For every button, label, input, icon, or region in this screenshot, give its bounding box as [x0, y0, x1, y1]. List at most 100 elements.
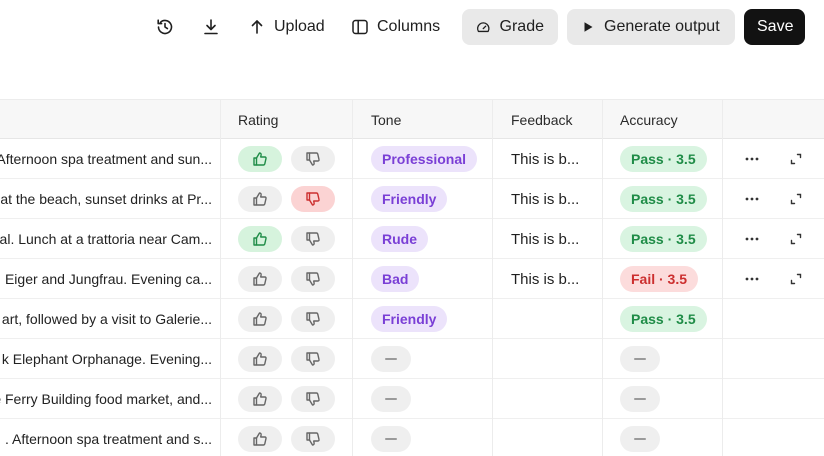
columns-label: Columns: [377, 18, 441, 35]
empty-accuracy-tag: [620, 346, 660, 372]
tone-tag: Friendly: [371, 306, 448, 332]
prompt-cell[interactable]: e Ferry Building food market, and...: [0, 379, 212, 419]
thumbs-down-button[interactable]: [291, 306, 335, 332]
accuracy-badge: Pass · 3.5: [620, 226, 707, 252]
row-more-button[interactable]: [742, 149, 762, 169]
row-more-button[interactable]: [742, 229, 762, 249]
thumbs-up-button[interactable]: [238, 426, 282, 452]
prompt-text: al. Lunch at a trattoria near Cam...: [0, 231, 212, 247]
column-header-rating[interactable]: Rating: [238, 112, 279, 128]
table-row[interactable]: e Ferry Building food market, and...: [0, 379, 824, 419]
prompt-cell[interactable]: k Elephant Orphanage. Evening...: [0, 339, 212, 379]
feedback-cell[interactable]: This is b...: [511, 150, 580, 168]
thumbs-down-button[interactable]: [291, 266, 335, 292]
thumbs-up-icon: [253, 192, 267, 206]
feedback-cell[interactable]: This is b...: [511, 230, 580, 248]
generate-output-label: Generate output: [604, 18, 720, 35]
columns-button[interactable]: Columns: [351, 9, 440, 45]
download-button[interactable]: [197, 9, 225, 45]
thumbs-down-button[interactable]: [291, 386, 335, 412]
column-divider: [352, 99, 353, 456]
thumbs-down-icon: [306, 272, 320, 286]
thumbs-down-button[interactable]: [291, 426, 335, 452]
table-row[interactable]: art, followed by a visit to Galerie... Fr…: [0, 299, 824, 339]
accuracy-badge: Pass · 3.5: [620, 306, 707, 332]
tone-tag: Friendly: [371, 186, 448, 212]
prompt-text: k Elephant Orphanage. Evening...: [1, 351, 212, 367]
thumbs-up-icon: [253, 272, 267, 286]
feedback-cell[interactable]: This is b...: [511, 190, 580, 208]
empty-tone-tag: [371, 386, 411, 412]
play-icon: [584, 22, 593, 32]
table-row[interactable]: Afternoon spa treatment and sun... Profes…: [0, 139, 824, 179]
thumbs-down-icon: [306, 192, 320, 206]
row-more-button[interactable]: [742, 189, 762, 209]
thumbs-down-icon: [306, 352, 320, 366]
prompt-text: at the beach, sunset drinks at Pr...: [0, 191, 212, 207]
row-expand-button[interactable]: [786, 269, 806, 289]
thumbs-up-icon: [253, 352, 267, 366]
empty-accuracy-tag: [620, 386, 660, 412]
table-row[interactable]: at the beach, sunset drinks at Pr... Frie…: [0, 179, 824, 219]
thumbs-down-button[interactable]: [291, 346, 335, 372]
thumbs-up-button[interactable]: [238, 386, 282, 412]
row-expand-button[interactable]: [786, 229, 806, 249]
accuracy-badge: Pass · 3.5: [620, 186, 707, 212]
row-expand-button[interactable]: [786, 149, 806, 169]
more-horizontal-icon: [745, 157, 759, 161]
feedback-cell[interactable]: This is b...: [511, 270, 580, 288]
toolbar: Upload Columns Grade Generate output Sav…: [0, 9, 824, 45]
thumbs-down-icon: [306, 432, 320, 446]
accuracy-badge: Fail · 3.5: [620, 266, 699, 292]
accuracy-badge: Pass · 3.5: [620, 146, 707, 172]
table-row[interactable]: al. Lunch at a trattoria near Cam... Rude…: [0, 219, 824, 259]
more-horizontal-icon: [745, 197, 759, 201]
prompt-cell[interactable]: . Afternoon spa treatment and s...: [0, 419, 212, 456]
columns-icon: [352, 19, 368, 35]
history-button[interactable]: [151, 9, 179, 45]
save-button[interactable]: Save: [744, 9, 805, 45]
column-header-accuracy[interactable]: Accuracy: [620, 112, 678, 128]
table-row[interactable]: Eiger and Jungfrau. Evening ca... Bad This…: [0, 259, 824, 299]
thumbs-up-button[interactable]: [238, 306, 282, 332]
tone-tag: Rude: [371, 226, 428, 252]
download-icon: [204, 19, 218, 35]
thumbs-up-icon: [253, 152, 267, 166]
thumbs-down-button[interactable]: [291, 226, 335, 252]
generate-output-button[interactable]: Generate output: [567, 9, 735, 45]
column-divider: [722, 99, 723, 456]
thumbs-up-icon: [253, 312, 267, 326]
thumbs-down-button[interactable]: [291, 146, 335, 172]
thumbs-down-icon: [306, 152, 320, 166]
table-row[interactable]: . Afternoon spa treatment and s...: [0, 419, 824, 456]
prompt-cell[interactable]: Afternoon spa treatment and sun...: [0, 139, 212, 179]
prompt-cell[interactable]: at the beach, sunset drinks at Pr...: [0, 179, 212, 219]
column-header-tone[interactable]: Tone: [371, 112, 402, 128]
grade-button[interactable]: Grade: [462, 9, 558, 45]
column-divider: [492, 99, 493, 456]
thumbs-up-button[interactable]: [238, 186, 282, 212]
more-horizontal-icon: [745, 237, 759, 241]
prompt-text: . Afternoon spa treatment and s...: [4, 431, 212, 447]
upload-label: Upload: [274, 18, 325, 35]
thumbs-up-button[interactable]: [238, 146, 282, 172]
gauge-icon: [477, 22, 490, 33]
thumbs-down-button[interactable]: [291, 186, 335, 212]
tone-tag: Professional: [371, 146, 478, 172]
column-header-feedback[interactable]: Feedback: [511, 112, 573, 128]
prompt-cell[interactable]: art, followed by a visit to Galerie...: [0, 299, 212, 339]
column-divider: [602, 99, 603, 456]
thumbs-up-button[interactable]: [238, 226, 282, 252]
thumbs-up-button[interactable]: [238, 346, 282, 372]
thumbs-down-icon: [306, 392, 320, 406]
prompt-text: e Ferry Building food market, and...: [0, 391, 212, 407]
row-more-button[interactable]: [742, 269, 762, 289]
thumbs-up-button[interactable]: [238, 266, 282, 292]
row-expand-button[interactable]: [786, 189, 806, 209]
prompt-cell[interactable]: Eiger and Jungfrau. Evening ca...: [0, 259, 212, 299]
prompt-cell[interactable]: al. Lunch at a trattoria near Cam...: [0, 219, 212, 259]
empty-tone-tag: [371, 346, 411, 372]
table-row[interactable]: k Elephant Orphanage. Evening...: [0, 339, 824, 379]
thumbs-up-icon: [253, 392, 267, 406]
upload-button[interactable]: Upload: [248, 9, 325, 45]
